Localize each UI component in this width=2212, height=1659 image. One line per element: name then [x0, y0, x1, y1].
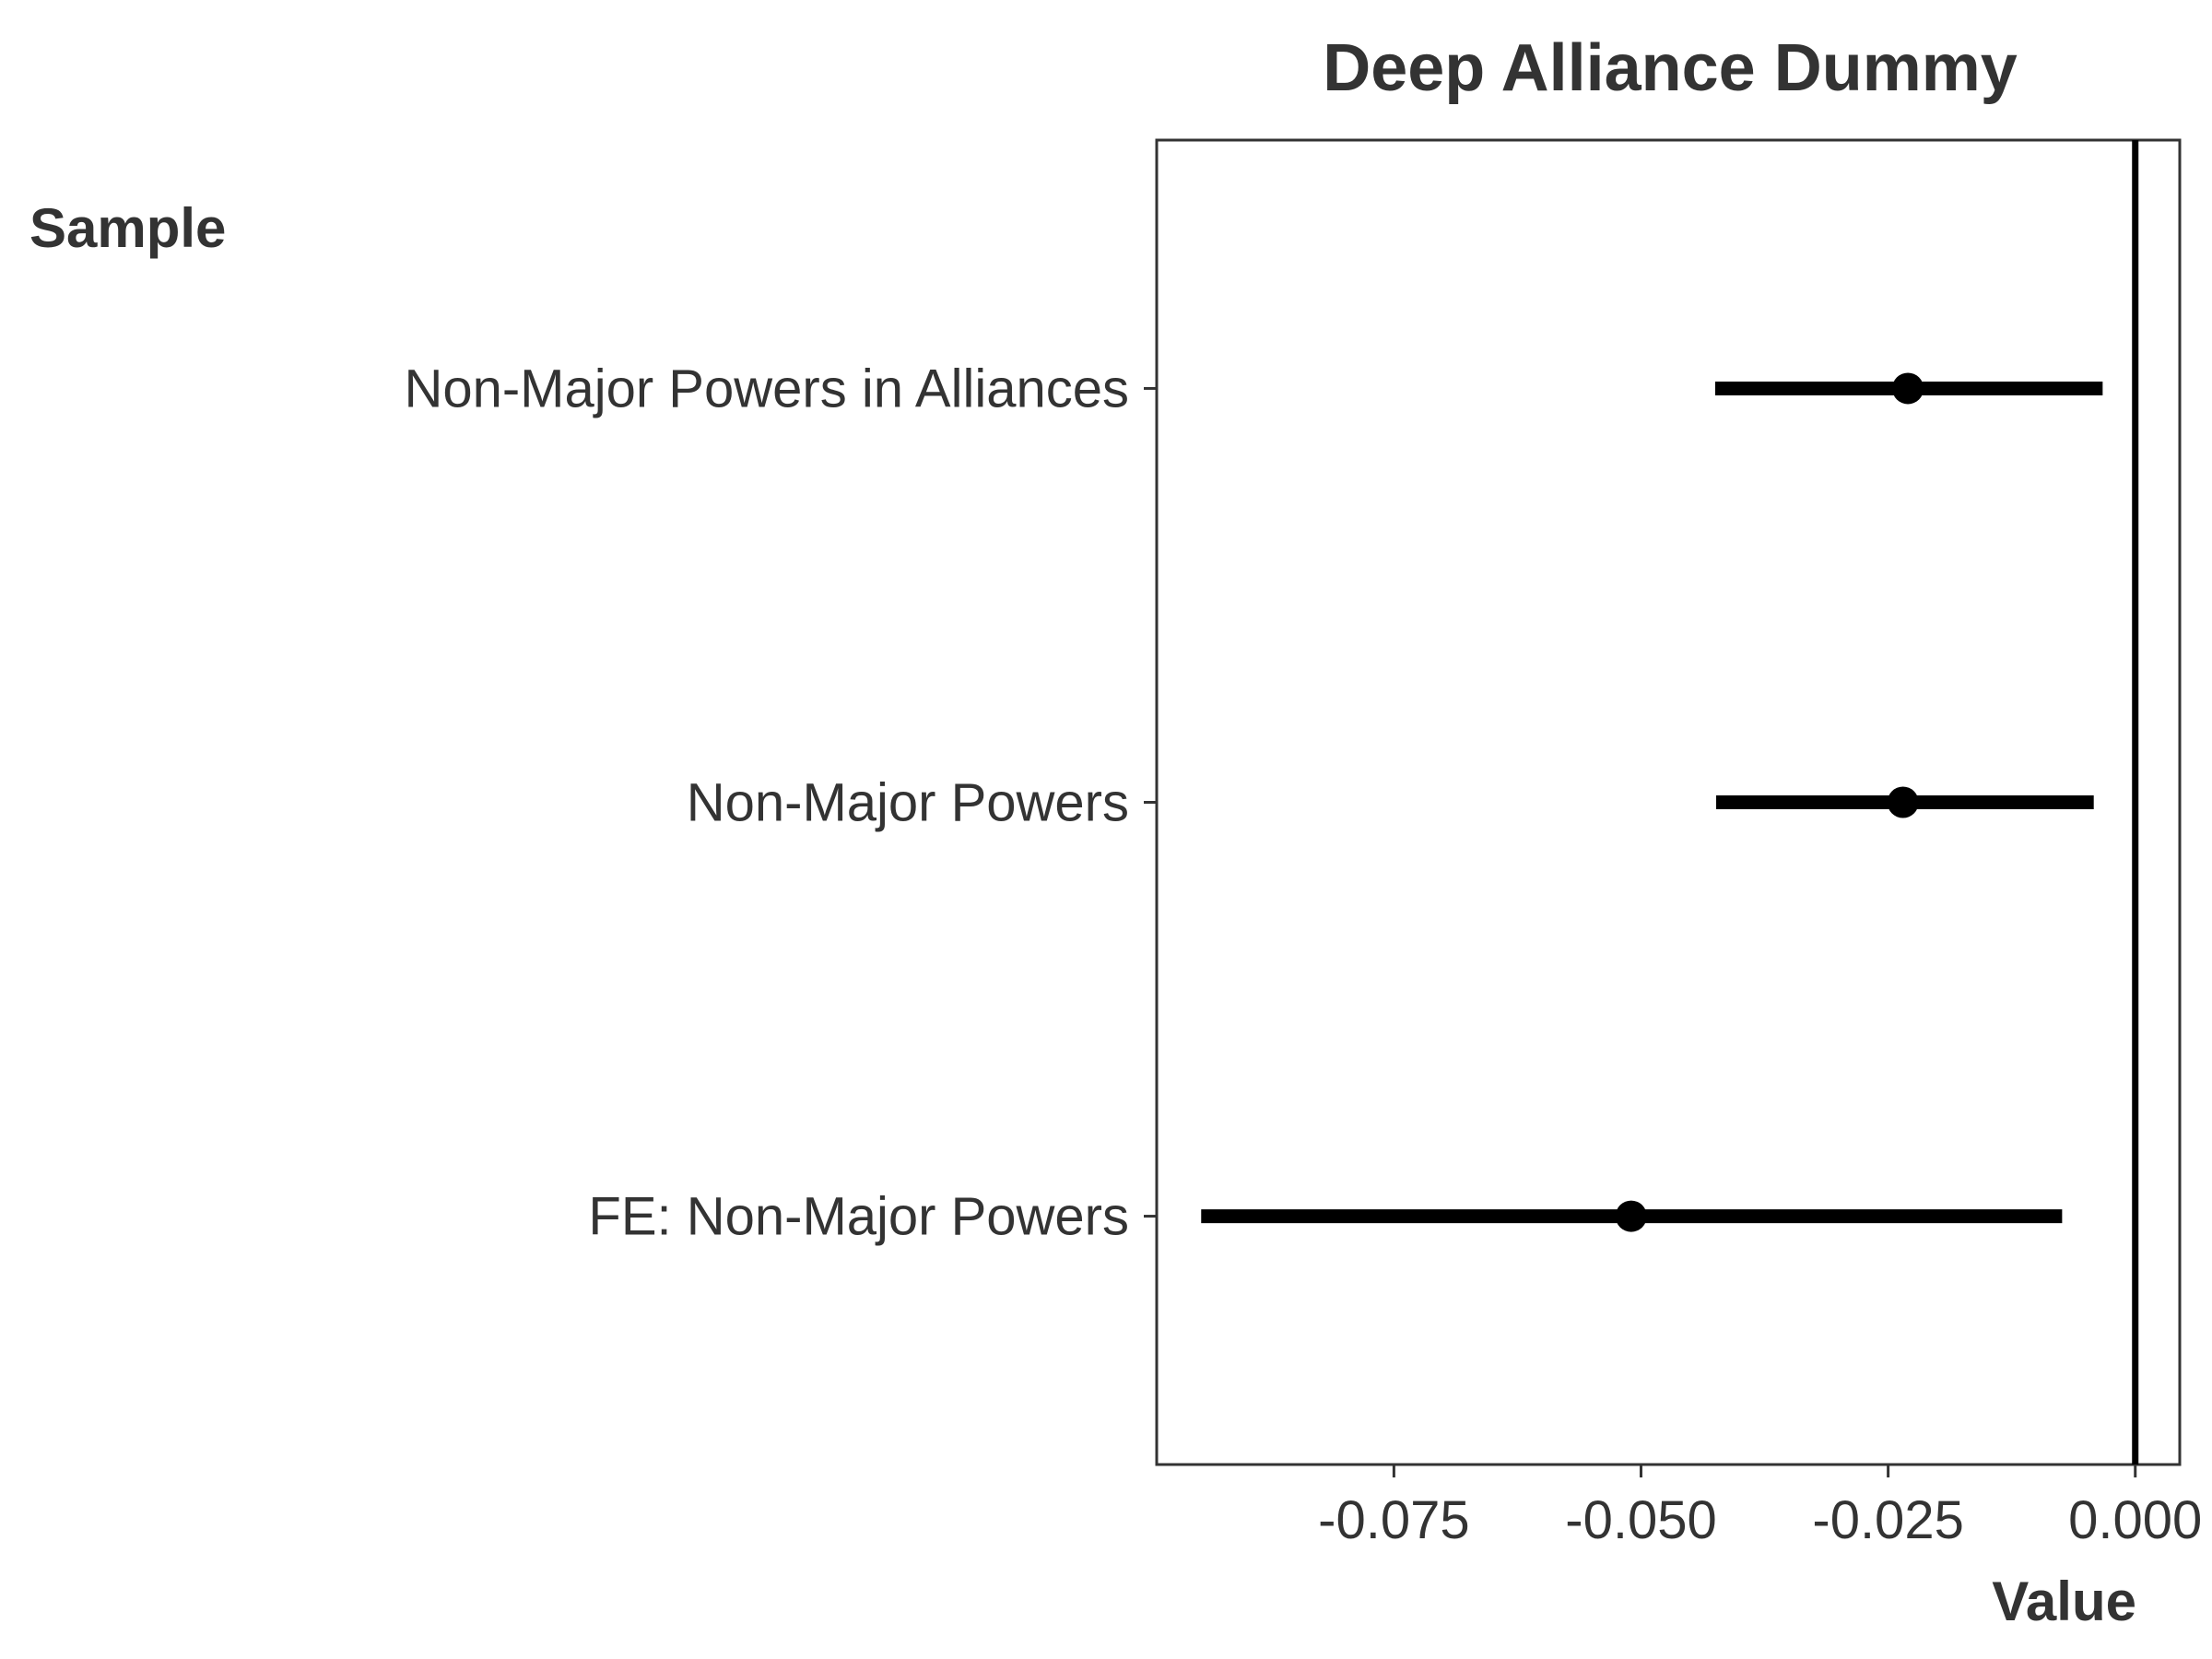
y-axis: Non-Major Powers in Alliances Non-Major P…	[404, 359, 1157, 1247]
point-estimate	[1887, 786, 1919, 818]
point-estimate	[1615, 1200, 1647, 1232]
y-axis-title: Sample	[29, 197, 226, 259]
x-axis-title: Value	[1992, 1571, 2136, 1632]
chart-title: Deep Alliance Dummy	[1323, 31, 2018, 105]
y-tick-label: Non-Major Powers	[687, 773, 1129, 833]
y-tick-label: Non-Major Powers in Alliances	[404, 359, 1129, 418]
point-estimate	[1892, 372, 1924, 405]
x-tick-label: -0.075	[1318, 1490, 1469, 1550]
estimate-marks	[1201, 372, 2103, 1232]
x-tick-label: 0.000	[2068, 1490, 2202, 1550]
x-axis: -0.075 -0.050 -0.025 0.000	[1318, 1465, 2202, 1550]
x-tick-label: -0.050	[1565, 1490, 1716, 1550]
y-tick-label: FE: Non-Major Powers	[588, 1187, 1129, 1247]
x-tick-label: -0.025	[1812, 1490, 1963, 1550]
